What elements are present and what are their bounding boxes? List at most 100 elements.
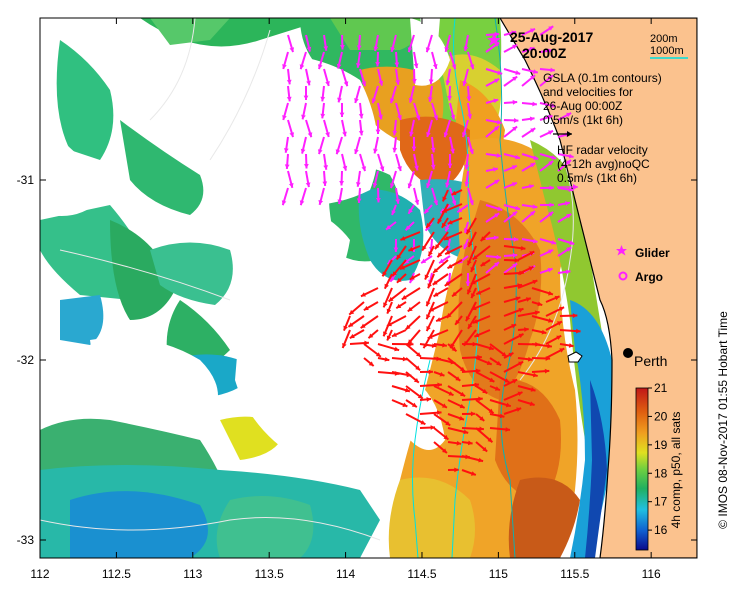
hf-arrow: [531, 301, 543, 307]
gsla-arrow: [281, 187, 289, 206]
hf-arrow: [382, 287, 393, 308]
gsla-arrow: [411, 68, 417, 84]
gsla-arrow: [539, 202, 554, 208]
gsla-arrow: [467, 102, 473, 119]
hf-arrow: [427, 329, 449, 340]
hf-arrow: [419, 369, 433, 375]
hf-arrow: [377, 356, 390, 362]
gsla-arrow: [323, 153, 329, 170]
gsla-arrow: [539, 185, 554, 191]
hf-arrow: [489, 343, 508, 358]
gsla-arrow: [503, 44, 518, 53]
gsla-legend-line1: GSLA (0.1m contours): [543, 71, 662, 85]
gsla-arrow: [503, 262, 518, 274]
gsla-arrow: [444, 34, 451, 53]
gsla-arrow: [408, 85, 415, 103]
gsla-arrow: [395, 153, 402, 172]
gsla-arrow: [557, 269, 571, 275]
hf-arrow: [461, 469, 477, 476]
hf-arrow: [531, 368, 550, 374]
gsla-arrow: [539, 102, 557, 108]
hf-arrow: [422, 329, 435, 349]
hf-arrow: [467, 231, 477, 248]
hf-arrow: [503, 307, 524, 317]
gsla-arrow: [423, 204, 433, 215]
gsla-arrow: [389, 170, 397, 189]
hf-arrow: [427, 245, 435, 257]
gsla-arrow: [485, 31, 500, 37]
gsla-arrow: [521, 74, 536, 87]
gsla-arrow: [485, 98, 499, 104]
gsla-arrow: [485, 261, 500, 274]
gsla-arrow: [426, 119, 433, 138]
hf-arrow: [444, 273, 463, 287]
colorbar: 21 20 19 18 17 16 4h comp, p50, all sats: [635, 381, 683, 551]
hf-arrow: [405, 315, 421, 331]
gsla-arrow: [305, 68, 311, 86]
hf-arrow: [503, 296, 521, 303]
gsla-arrow: [456, 204, 469, 214]
gsla-arrow: [391, 204, 397, 216]
gsla-arrow: [395, 102, 402, 121]
hf-arrow: [433, 427, 450, 441]
map-time: 20:00Z: [522, 45, 567, 61]
hf-arrow: [433, 371, 445, 377]
hf-arrow: [360, 287, 379, 298]
hf-arrow: [447, 399, 466, 409]
gsla-arrow: [377, 153, 385, 172]
hf-arrow: [433, 385, 454, 397]
gsla-arrow: [393, 238, 399, 252]
y-tick-label: -31: [17, 173, 35, 187]
gsla-arrow: [485, 254, 502, 260]
gsla-arrow: [557, 112, 572, 121]
gsla-arrow: [339, 102, 345, 118]
hf-arrow: [466, 245, 477, 266]
hf-arrow: [386, 301, 393, 315]
cloud-gaps: [50, 18, 450, 462]
hf-arrow: [503, 351, 514, 359]
hf-arrow: [391, 356, 408, 362]
hf-arrow: [433, 399, 448, 409]
hf-arrow: [419, 343, 437, 349]
gsla-arrow: [445, 68, 451, 86]
hf-arrow: [446, 301, 463, 319]
colorbar-tick-label: 21: [654, 381, 668, 395]
gsla-arrow: [521, 204, 538, 209]
gsla-arrow: [503, 252, 518, 258]
gsla-arrow: [323, 119, 330, 138]
gsla-arrow: [431, 187, 439, 206]
perth-marker: [623, 348, 633, 358]
hf-arrow: [517, 310, 540, 317]
gsla-arrow: [503, 204, 521, 211]
hf-arrow: [503, 360, 524, 373]
hf-arrow: [467, 315, 477, 330]
hf-arrow: [405, 343, 422, 358]
gsla-arrow: [286, 85, 292, 102]
gsla-arrow: [373, 136, 379, 154]
hf-arrow: [447, 371, 461, 382]
hf-arrow: [444, 245, 463, 256]
gsla-arrow: [503, 210, 518, 223]
gsla-arrow: [485, 167, 498, 172]
gsla-arrow: [375, 51, 381, 67]
hf-arrow: [395, 301, 407, 310]
gsla-arrow: [420, 255, 433, 264]
hf-arrow: [461, 440, 473, 446]
hf-arrow: [475, 413, 485, 422]
gsla-arrow: [462, 68, 469, 87]
gsla-arrow: [301, 102, 307, 120]
gsla-arrow: [354, 85, 361, 104]
gsla-arrow: [287, 170, 294, 189]
glider-marker: [487, 33, 501, 46]
hf-arrow: [447, 259, 463, 270]
gsla-arrow: [359, 68, 367, 87]
hf-arrow: [531, 329, 547, 335]
hf-arrow: [441, 203, 463, 214]
gsla-arrow: [463, 221, 469, 234]
colorbar-tick-label: 20: [654, 409, 668, 423]
hf-arrow: [432, 273, 449, 286]
gsla-arrow: [389, 85, 397, 104]
gsla-arrow: [485, 212, 500, 223]
hf-arrow: [503, 378, 518, 387]
gsla-arrow: [320, 102, 326, 119]
